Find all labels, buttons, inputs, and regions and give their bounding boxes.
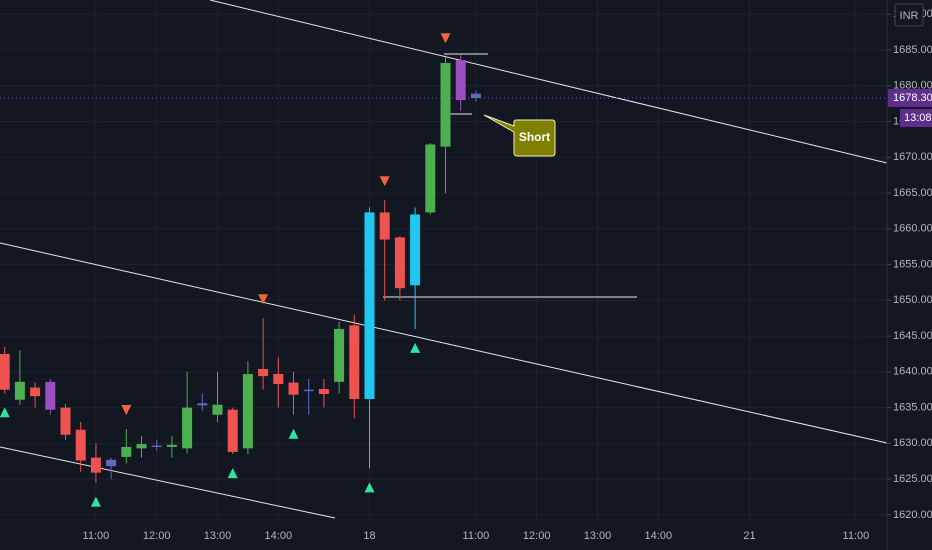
x-tick-label: 14:00 [645,530,673,542]
drawings [0,0,888,519]
candle-body [75,429,86,461]
signal-down [379,176,390,187]
candle-body [410,214,421,286]
y-tick-label: 1630.00 [893,437,932,449]
x-tick-label: 18 [363,530,375,542]
signal-up [227,468,238,479]
last-price-badge [888,88,932,107]
y-tick-label: 1635.00 [893,401,932,413]
candle-body [151,445,162,447]
signal-down [258,294,269,305]
y-tick-label: 1645.00 [893,330,932,342]
signal-up [90,496,101,507]
y-tick-label: 1640.00 [893,366,932,378]
callout: Short [483,114,556,157]
candle-body [197,403,208,406]
countdown-badge [900,108,932,127]
candle-body [212,404,223,415]
candle-body [273,373,284,384]
x-tick-label: 12:00 [143,530,171,542]
candle-body [136,444,147,449]
candle-body [227,409,238,452]
x-tick-label: 11:00 [843,530,870,542]
x-tick-label: 14:00 [265,530,293,542]
candle-body [121,446,132,457]
callout-box [483,114,556,157]
y-tick-label: 1670.00 [893,151,932,163]
candle-body [334,328,345,382]
x-tick-label: 21 [743,530,755,542]
y-tick-label: 1650.00 [893,294,932,306]
x-tick-label: 11:00 [83,530,110,542]
candle-body [258,368,269,377]
candle-body [425,144,436,213]
y-tick-label: 1620.00 [893,509,932,521]
signal-up [410,342,421,353]
candle-body [440,62,451,147]
x-tick-label: 11:00 [463,530,490,542]
trend-line [0,242,888,444]
candle-body [60,407,71,435]
signal-up [0,407,10,418]
signal-down [440,33,451,44]
trend-line [209,0,888,164]
candle-body [379,212,390,240]
candle-body [288,382,299,395]
y-tick-label: 1685.00 [893,44,932,56]
candle-body [242,373,253,449]
currency: INR [900,10,919,22]
trend-line [0,446,336,519]
last-price-label: 1678.30 [893,92,932,104]
currency-box [894,3,924,27]
y-tick-label: 1660.00 [893,223,932,235]
candles [0,33,887,507]
signal-up [364,482,375,493]
x-tick-label: 13:00 [204,530,232,542]
candle-body [318,388,329,395]
candle-body [364,212,375,400]
x-tick-label: 13:00 [584,530,612,542]
candle-body [394,237,405,289]
x-tick-label: 12:00 [523,530,551,542]
candle-body [90,457,101,473]
y-tick-label: 1625.00 [893,473,932,485]
countdown-label: 13:08 [904,112,932,124]
price-axis: 1620.00 1625.00 1630.00 1635.00 1640.00 1645.… [83,0,932,550]
candle-body [455,60,466,101]
candle-body [30,387,41,397]
signal-down [121,405,132,416]
candle-body [0,353,10,390]
candle-body [14,381,25,400]
y-tick-label: 1680.00 [893,80,932,92]
candle-body [470,93,481,98]
candle-body [303,389,314,392]
candle-body [106,459,117,467]
candle-body [349,325,360,400]
candle-body [182,407,193,449]
y-tick-label: 1665.00 [893,187,932,199]
callout-text: Short [519,130,550,144]
candle-body [45,381,56,410]
signal-up [288,428,299,439]
candle-body [166,444,177,447]
y-tick-label: 1655.00 [893,258,932,270]
badges: INR 1678.30 13:08 [888,3,932,127]
